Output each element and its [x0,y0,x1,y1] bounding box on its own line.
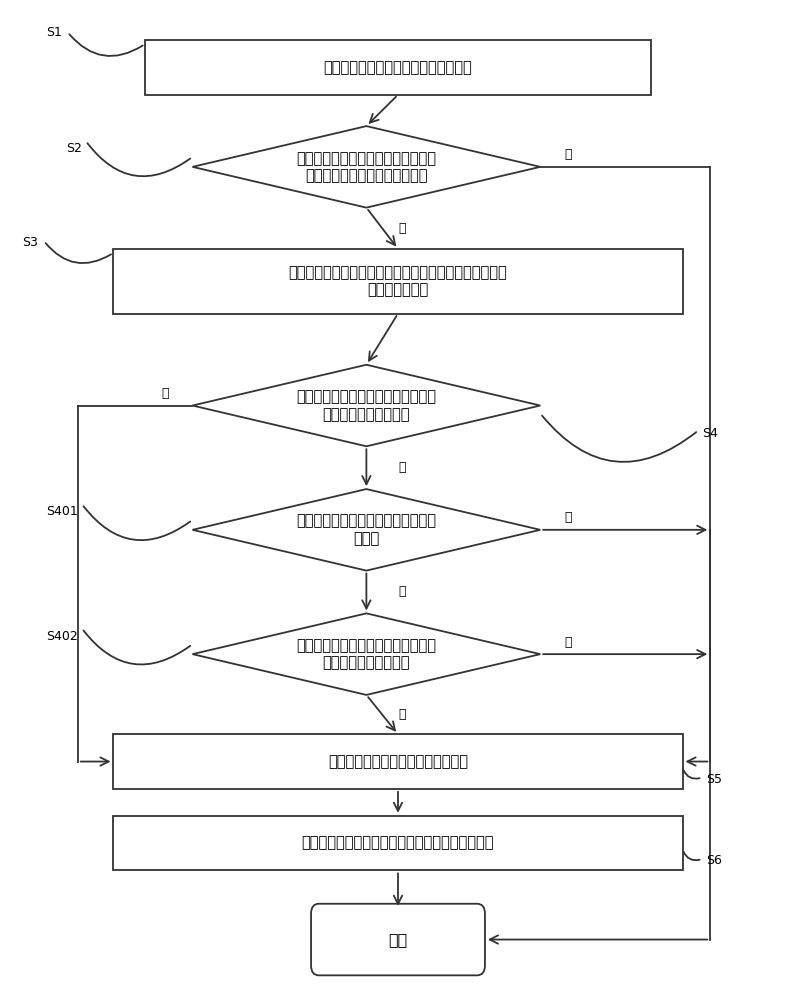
Text: 判断所述一个或多个目标单体电池的
电压是否出现异常现象: 判断所述一个或多个目标单体电池的 电压是否出现异常现象 [296,389,436,422]
Text: 是: 是 [564,148,572,161]
Text: 判断所述动力电池系统是否出现自放
电情况: 判断所述动力电池系统是否出现自放 电情况 [296,514,436,546]
Text: 否: 否 [398,222,406,235]
Text: 获取所述实时温度分布中高温位置对应的一个或多个目标
单体电池的电压: 获取所述实时温度分布中高温位置对应的一个或多个目标 单体电池的电压 [289,265,507,297]
Text: 获取所述动力电池系统的实时温度分布: 获取所述动力电池系统的实时温度分布 [324,60,472,75]
Text: 是: 是 [398,585,406,598]
Polygon shape [193,126,540,208]
Text: S3: S3 [22,236,38,249]
Text: 判断持续出现所述自放电情况的累积
次数是否超过预设次数: 判断持续出现所述自放电情况的累积 次数是否超过预设次数 [296,638,436,670]
Text: 是: 是 [162,387,169,400]
Text: S1: S1 [46,26,62,39]
Text: S5: S5 [706,773,722,786]
Text: 发出安全报警信号并对所述动力电池系统进行维护: 发出安全报警信号并对所述动力电池系统进行维护 [302,836,494,851]
Polygon shape [193,613,540,695]
Text: S402: S402 [46,630,78,643]
Text: S2: S2 [66,142,82,155]
Text: 否: 否 [564,636,572,649]
Polygon shape [193,489,540,571]
Text: S401: S401 [46,505,78,518]
Text: S4: S4 [702,427,718,440]
Text: 结束: 结束 [388,932,408,947]
Text: 确定所述动力电池系统存在安全隐患: 确定所述动力电池系统存在安全隐患 [328,754,468,769]
Polygon shape [193,365,540,446]
Text: 否: 否 [564,511,572,524]
FancyBboxPatch shape [311,904,485,975]
FancyBboxPatch shape [114,734,682,789]
FancyBboxPatch shape [114,816,682,870]
Text: S6: S6 [706,854,722,867]
Text: 否: 否 [398,461,406,474]
Text: 判断所述实时温度分布与所述动力电
池系统的标定温度分布是否相符: 判断所述实时温度分布与所述动力电 池系统的标定温度分布是否相符 [296,151,436,183]
FancyBboxPatch shape [145,40,651,95]
Text: 是: 是 [398,708,406,721]
FancyBboxPatch shape [114,249,682,314]
